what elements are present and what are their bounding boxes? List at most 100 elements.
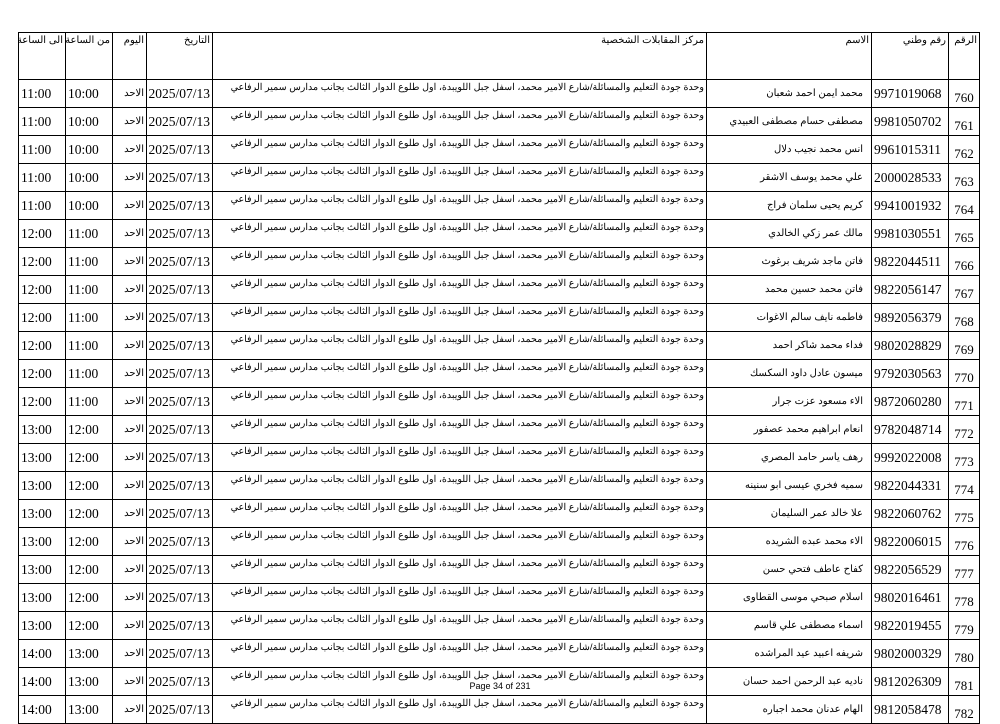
to-time: 13:00 — [18, 527, 66, 556]
national-id: 9981050702 — [871, 107, 949, 136]
interview-date: 2025/07/13 — [146, 443, 213, 472]
from-time: 12:00 — [65, 499, 113, 528]
applicant-name: كريم يحيى سلمان فراج — [706, 191, 872, 220]
table-row: 772 9782048714 انعام ابراهيم محمد عصفور وحد… — [18, 415, 980, 444]
applicant-name: مالك عمر زكي الخالدي — [706, 219, 872, 248]
national-id: 9812026309 — [871, 667, 949, 696]
interview-day: الاحد — [112, 443, 147, 472]
table-row: 782 9812058478 الهام عدنان محمد اجباره وحدة… — [18, 695, 980, 724]
row-number: 773 — [948, 443, 980, 472]
table-row: 775 9822060762 علا خالد عمر السليمان وحدة ج… — [18, 499, 980, 528]
from-time: 11:00 — [65, 331, 113, 360]
from-time: 11:00 — [65, 219, 113, 248]
interview-day: الاحد — [112, 191, 147, 220]
applicant-name: فاطمه نايف سالم الاغوات — [706, 303, 872, 332]
from-time: 11:00 — [65, 247, 113, 276]
row-number: 772 — [948, 415, 980, 444]
national-id: 9792030563 — [871, 359, 949, 388]
national-id: 9812058478 — [871, 695, 949, 724]
header-num: الرقم — [948, 32, 980, 80]
interview-center: وحدة جودة التعليم والمسائلة/شارع الامير … — [212, 443, 707, 472]
to-time: 12:00 — [18, 359, 66, 388]
page-number: Page 34 of 231 — [469, 681, 531, 691]
row-number: 782 — [948, 695, 980, 724]
from-time: 12:00 — [65, 443, 113, 472]
interview-date: 2025/07/13 — [146, 107, 213, 136]
row-number: 780 — [948, 639, 980, 668]
interview-date: 2025/07/13 — [146, 303, 213, 332]
row-number: 776 — [948, 527, 980, 556]
interview-center: وحدة جودة التعليم والمسائلة/شارع الامير … — [212, 387, 707, 416]
header-date: التاريخ — [146, 32, 213, 80]
table-row: 768 9892056379 فاطمه نايف سالم الاغوات وحدة… — [18, 303, 980, 332]
interview-day: الاحد — [112, 555, 147, 584]
interview-day: الاحد — [112, 695, 147, 724]
table-row: 777 9822056529 كفاح عاطف فتحي حسن وحدة جودة… — [18, 555, 980, 584]
interview-date: 2025/07/13 — [146, 471, 213, 500]
interview-day: الاحد — [112, 331, 147, 360]
from-time: 12:00 — [65, 415, 113, 444]
interview-date: 2025/07/13 — [146, 695, 213, 724]
interview-day: الاحد — [112, 79, 147, 108]
to-time: 12:00 — [18, 303, 66, 332]
to-time: 11:00 — [18, 107, 66, 136]
from-time: 11:00 — [65, 303, 113, 332]
row-number: 781 — [948, 667, 980, 696]
interview-day: الاحد — [112, 219, 147, 248]
from-time: 13:00 — [65, 639, 113, 668]
row-number: 778 — [948, 583, 980, 612]
to-time: 11:00 — [18, 135, 66, 164]
interview-center: وحدة جودة التعليم والمسائلة/شارع الامير … — [212, 415, 707, 444]
interview-center: وحدة جودة التعليم والمسائلة/شارع الامير … — [212, 219, 707, 248]
table-row: 764 9941001932 كريم يحيى سلمان فراج وحدة جو… — [18, 191, 980, 220]
table-row: 763 2000028533 علي محمد يوسف الاشقر وحدة جو… — [18, 163, 980, 192]
national-id: 9992022008 — [871, 443, 949, 472]
interview-center: وحدة جودة التعليم والمسائلة/شارع الامير … — [212, 107, 707, 136]
from-time: 13:00 — [65, 667, 113, 696]
table-row: 760 9971019068 محمد ايمن احمد شعبان وحدة جو… — [18, 79, 980, 108]
row-number: 764 — [948, 191, 980, 220]
table-row: 771 9872060280 الاء مسعود عزت جرار وحدة جود… — [18, 387, 980, 416]
applicant-name: ميسون عادل داود السكسك — [706, 359, 872, 388]
applicant-name: اسماء مصطفى علي قاسم — [706, 611, 872, 640]
from-time: 11:00 — [65, 359, 113, 388]
interview-date: 2025/07/13 — [146, 163, 213, 192]
national-id: 9822019455 — [871, 611, 949, 640]
interview-date: 2025/07/13 — [146, 583, 213, 612]
row-number: 769 — [948, 331, 980, 360]
row-number: 765 — [948, 219, 980, 248]
table-row: 769 9802028829 فداء محمد شاكر احمد وحدة جود… — [18, 331, 980, 360]
row-number: 761 — [948, 107, 980, 136]
interview-day: الاحد — [112, 415, 147, 444]
interview-center: وحدة جودة التعليم والمسائلة/شارع الامير … — [212, 331, 707, 360]
national-id: 9941001932 — [871, 191, 949, 220]
interview-date: 2025/07/13 — [146, 191, 213, 220]
table-row: 762 9961015311 انس محمد نجيب دلال وحدة جودة… — [18, 135, 980, 164]
from-time: 13:00 — [65, 695, 113, 724]
interview-center: وحدة جودة التعليم والمسائلة/شارع الامير … — [212, 555, 707, 584]
header-national-id: رقم وطني — [871, 32, 949, 80]
interview-day: الاحد — [112, 499, 147, 528]
interview-center: وحدة جودة التعليم والمسائلة/شارع الامير … — [212, 79, 707, 108]
row-number: 770 — [948, 359, 980, 388]
table-row: 766 9822044511 فاتن ماجد شريف برغوث وحدة جو… — [18, 247, 980, 276]
row-number: 763 — [948, 163, 980, 192]
interview-date: 2025/07/13 — [146, 499, 213, 528]
interview-day: الاحد — [112, 275, 147, 304]
national-id: 9822060762 — [871, 499, 949, 528]
row-number: 768 — [948, 303, 980, 332]
table-row: 761 9981050702 مصطفى حسام مصطفى العبيدي وحد… — [18, 107, 980, 136]
applicant-name: علي محمد يوسف الاشقر — [706, 163, 872, 192]
applicant-name: فاتن محمد حسين محمد — [706, 275, 872, 304]
national-id: 2000028533 — [871, 163, 949, 192]
interview-date: 2025/07/13 — [146, 247, 213, 276]
national-id: 9802028829 — [871, 331, 949, 360]
table-row: 765 9981030551 مالك عمر زكي الخالدي وحدة جو… — [18, 219, 980, 248]
interview-date: 2025/07/13 — [146, 79, 213, 108]
applicant-name: كفاح عاطف فتحي حسن — [706, 555, 872, 584]
applicant-name: شريفه اعبيد عيد المراشده — [706, 639, 872, 668]
row-number: 779 — [948, 611, 980, 640]
table-header-row: الرقم رقم وطني الاسم مركز المقابلات الشخ… — [18, 32, 980, 80]
table-row: 779 9822019455 اسماء مصطفى علي قاسم وحدة جو… — [18, 611, 980, 640]
interview-date: 2025/07/13 — [146, 135, 213, 164]
